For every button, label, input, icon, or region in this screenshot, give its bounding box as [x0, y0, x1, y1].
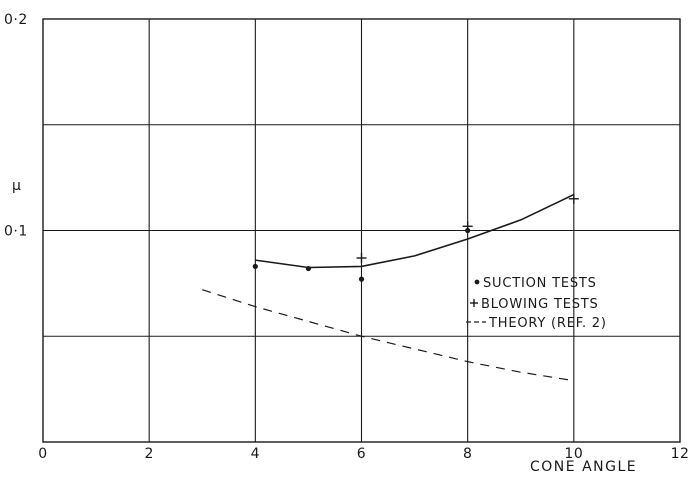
- x-tick-label: 8: [463, 446, 472, 462]
- blowing-point: [568, 193, 579, 204]
- x-tick-label: 12: [671, 446, 690, 462]
- tick-labels: 0 2 4 6 8 10 12 0·1 0·2: [4, 12, 689, 462]
- theory-line: [202, 289, 574, 382]
- legend-suction-marker: [474, 279, 480, 285]
- y-tick-label: 0·1: [4, 224, 28, 240]
- suction-point: [252, 263, 258, 270]
- x-tick-label: 0: [38, 446, 47, 462]
- suction-point: [358, 276, 365, 282]
- blowing-point: [462, 221, 473, 232]
- y-tick-label: 0·2: [4, 12, 28, 28]
- faired-curve: [255, 193, 575, 269]
- legend-suction-label: SUCTION TESTS: [483, 276, 597, 291]
- legend: SUCTION TESTS BLOWING TESTS THEORY (REF.…: [466, 276, 607, 331]
- legend-theory-label: THEORY (REF. 2): [488, 316, 607, 331]
- x-tick-label: 4: [251, 446, 260, 462]
- x-tick-label: 10: [564, 446, 583, 462]
- series: [202, 193, 579, 382]
- x-tick-label: 2: [144, 446, 153, 462]
- legend-blowing-label: BLOWING TESTS: [481, 297, 599, 312]
- x-axis-label: CONE ANGLE: [530, 459, 637, 475]
- x-tick-label: 6: [357, 446, 366, 462]
- blowing-point: [356, 252, 367, 263]
- y-axis-label: μ: [12, 178, 22, 194]
- grid: [42, 18, 681, 443]
- legend-blowing-marker: [470, 299, 478, 307]
